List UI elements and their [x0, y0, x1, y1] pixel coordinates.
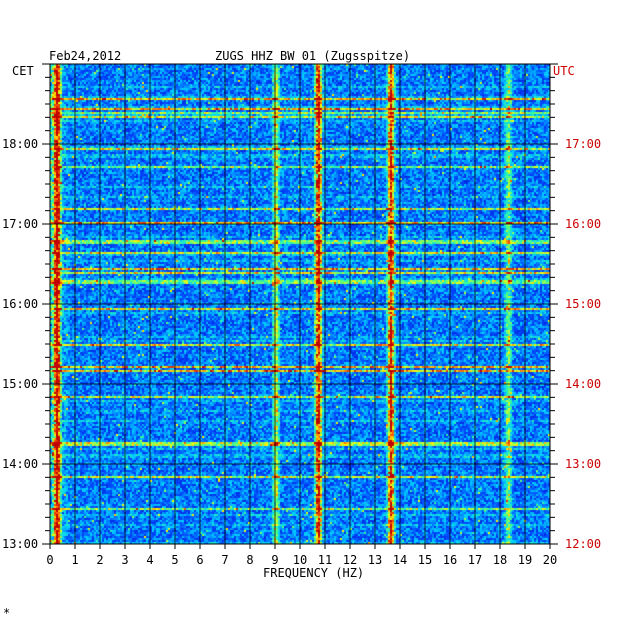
utc-tick-label: 13:00: [565, 457, 601, 471]
x-tick-label: 3: [121, 553, 128, 567]
x-tick-label: 9: [271, 553, 278, 567]
x-tick-label: 18: [493, 553, 507, 567]
date-label: Feb24,2012: [49, 49, 121, 63]
x-tick-label: 17: [468, 553, 482, 567]
x-axis-label: FREQUENCY (HZ): [263, 566, 364, 580]
x-tick-label: 2: [96, 553, 103, 567]
x-tick-label: 14: [393, 553, 407, 567]
x-tick-label: 5: [171, 553, 178, 567]
cet-tick-label: 16:00: [2, 297, 38, 311]
x-tick-label: 12: [343, 553, 357, 567]
utc-tick-label: 17:00: [565, 137, 601, 151]
cet-tick-label: 13:00: [2, 537, 38, 551]
cet-axis-title: CET: [12, 64, 34, 78]
utc-tick-label: 15:00: [565, 297, 601, 311]
cet-tick-label: 17:00: [2, 217, 38, 231]
footer-mark: *: [3, 606, 10, 620]
x-tick-label: 20: [543, 553, 557, 567]
x-tick-label: 11: [318, 553, 332, 567]
x-tick-label: 19: [518, 553, 532, 567]
cet-tick-label: 14:00: [2, 457, 38, 471]
x-tick-label: 16: [443, 553, 457, 567]
x-tick-label: 8: [246, 553, 253, 567]
x-tick-label: 13: [368, 553, 382, 567]
cet-tick-label: 15:00: [2, 377, 38, 391]
utc-axis-title: UTC: [553, 64, 575, 78]
utc-tick-label: 12:00: [565, 537, 601, 551]
x-tick-label: 15: [418, 553, 432, 567]
cet-tick-label: 18:00: [2, 137, 38, 151]
x-tick-label: 6: [196, 553, 203, 567]
chart-title: ZUGS HHZ BW 01 (Zugsspitze): [215, 49, 410, 63]
utc-tick-label: 14:00: [565, 377, 601, 391]
x-tick-label: 10: [293, 553, 307, 567]
x-tick-label: 1: [71, 553, 78, 567]
grid-lines: [49, 63, 551, 545]
utc-tick-label: 16:00: [565, 217, 601, 231]
x-tick-label: 4: [146, 553, 153, 567]
axes: 0 1 2 3 4 5 6 7 8 9 10 11 12 13 14 15 16 17 18 19 2018:0017:…: [2, 63, 601, 567]
x-tick-label: 0: [46, 553, 53, 567]
x-tick-label: 7: [221, 553, 228, 567]
